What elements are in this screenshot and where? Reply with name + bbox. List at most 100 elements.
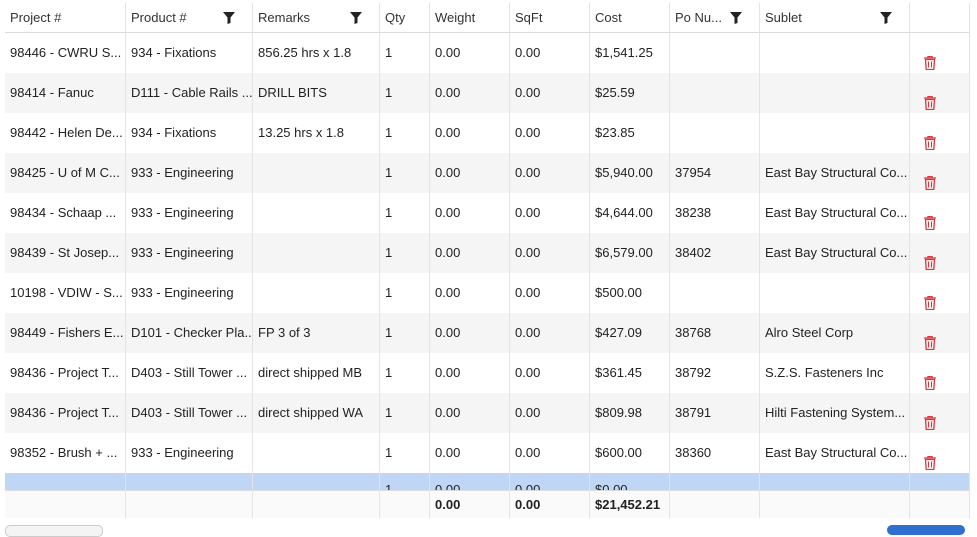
column-header: Project # (5, 3, 126, 33)
delete-icon[interactable] (924, 86, 936, 113)
table-cell: $5,940.00 (590, 153, 670, 193)
table-cell: 98352 - Brush + ... (5, 433, 126, 473)
table-cell: 0.00 (510, 113, 590, 153)
delete-icon[interactable] (924, 46, 936, 73)
filter-icon[interactable] (730, 12, 742, 27)
table-cell (670, 273, 760, 313)
action-cell (910, 393, 970, 433)
table-cell: 0.00 (430, 393, 510, 433)
table-cell: 856.25 hrs x 1.8 (253, 33, 380, 73)
footer-button[interactable] (5, 525, 103, 537)
table-cell: 0.00 (430, 33, 510, 73)
table-cell: $809.98 (590, 393, 670, 433)
table-cell: 98434 - Schaap ... (5, 193, 126, 233)
table-cell: S.Z.S. Fasteners Inc (760, 353, 910, 393)
table-cell (670, 113, 760, 153)
action-cell (910, 233, 970, 273)
action-cell (910, 113, 970, 153)
action-cell (910, 353, 970, 393)
table-cell: direct shipped MB (253, 353, 380, 393)
table-cell: 0.00 (510, 273, 590, 313)
delete-icon[interactable] (924, 166, 936, 193)
total-cell: 0.00 (430, 490, 510, 518)
column-header: SqFt (510, 3, 590, 33)
table-cell (760, 113, 910, 153)
delete-icon[interactable] (924, 326, 936, 353)
column-header: Remarks (253, 3, 380, 33)
total-cell: $21,452.21 (590, 490, 670, 518)
delete-icon[interactable] (924, 126, 936, 153)
table-cell: 0.00 (510, 233, 590, 273)
filter-icon[interactable] (350, 12, 362, 27)
table-cell: 13.25 hrs x 1.8 (253, 113, 380, 153)
table-cell: $4,644.00 (590, 193, 670, 233)
table-cell: 1 (380, 113, 430, 153)
table-cell: $0.00 (590, 473, 670, 490)
column-header: Weight (430, 3, 510, 33)
table-cell: 38360 (670, 433, 760, 473)
column-header: Qty (380, 3, 430, 33)
table-cell: FP 3 of 3 (253, 313, 380, 353)
action-cell (910, 273, 970, 313)
action-cell (910, 433, 970, 473)
footer-cell (126, 490, 253, 518)
table-cell: 0.00 (430, 113, 510, 153)
table-cell: 0.00 (430, 473, 510, 490)
table-cell: 1 (380, 233, 430, 273)
table-cell: 98425 - U of M C... (5, 153, 126, 193)
table-cell (760, 473, 910, 490)
table-cell: 933 - Engineering (126, 273, 253, 313)
column-header: Cost (590, 3, 670, 33)
table-cell: $500.00 (590, 273, 670, 313)
table-cell (760, 273, 910, 313)
footer-cell (380, 490, 430, 518)
table-cell: 1 (380, 433, 430, 473)
table-cell: East Bay Structural Co... (760, 193, 910, 233)
table-cell: East Bay Structural Co... (760, 153, 910, 193)
table-cell (253, 473, 380, 490)
table-cell: 1 (380, 153, 430, 193)
table-cell: 98436 - Project T... (5, 393, 126, 433)
table-cell: DRILL BITS (253, 73, 380, 113)
table-cell: D111 - Cable Rails ... (126, 73, 253, 113)
delete-icon[interactable] (924, 406, 936, 433)
table-cell: 1 (380, 393, 430, 433)
delete-icon[interactable] (924, 246, 936, 273)
table-cell: $1,541.25 (590, 33, 670, 73)
table-cell: D403 - Still Tower ... (126, 393, 253, 433)
table-cell: 98414 - Fanuc (5, 73, 126, 113)
action-cell (910, 73, 970, 113)
filter-icon[interactable] (880, 12, 892, 27)
table-cell: 933 - Engineering (126, 193, 253, 233)
table-cell: 98449 - Fishers E... (5, 313, 126, 353)
table-cell (670, 73, 760, 113)
table-cell (760, 33, 910, 73)
table-cell: East Bay Structural Co... (760, 233, 910, 273)
delete-icon[interactable] (924, 446, 936, 473)
delete-icon[interactable] (924, 206, 936, 233)
table-cell: 0.00 (510, 33, 590, 73)
filter-icon[interactable] (223, 12, 235, 27)
delete-icon[interactable] (924, 366, 936, 393)
delete-icon[interactable] (924, 286, 936, 313)
footer-button[interactable] (887, 525, 965, 535)
table-cell (5, 473, 126, 490)
table-cell: 0.00 (510, 473, 590, 490)
table-cell: Alro Steel Corp (760, 313, 910, 353)
table-cell: 38792 (670, 353, 760, 393)
table-cell (253, 433, 380, 473)
table-cell: 98442 - Helen De... (5, 113, 126, 153)
table-cell: 38238 (670, 193, 760, 233)
table-cell: 0.00 (430, 73, 510, 113)
table-cell: 0.00 (510, 73, 590, 113)
table-cell: $361.45 (590, 353, 670, 393)
table-cell: 0.00 (510, 393, 590, 433)
table-cell: 1 (380, 193, 430, 233)
table-cell: 38768 (670, 313, 760, 353)
table-cell (126, 473, 253, 490)
table-cell: 10198 - VDIW - S... (5, 273, 126, 313)
action-cell (910, 313, 970, 353)
table-cell (253, 273, 380, 313)
table-cell: D403 - Still Tower ... (126, 353, 253, 393)
table-cell: 98436 - Project T... (5, 353, 126, 393)
